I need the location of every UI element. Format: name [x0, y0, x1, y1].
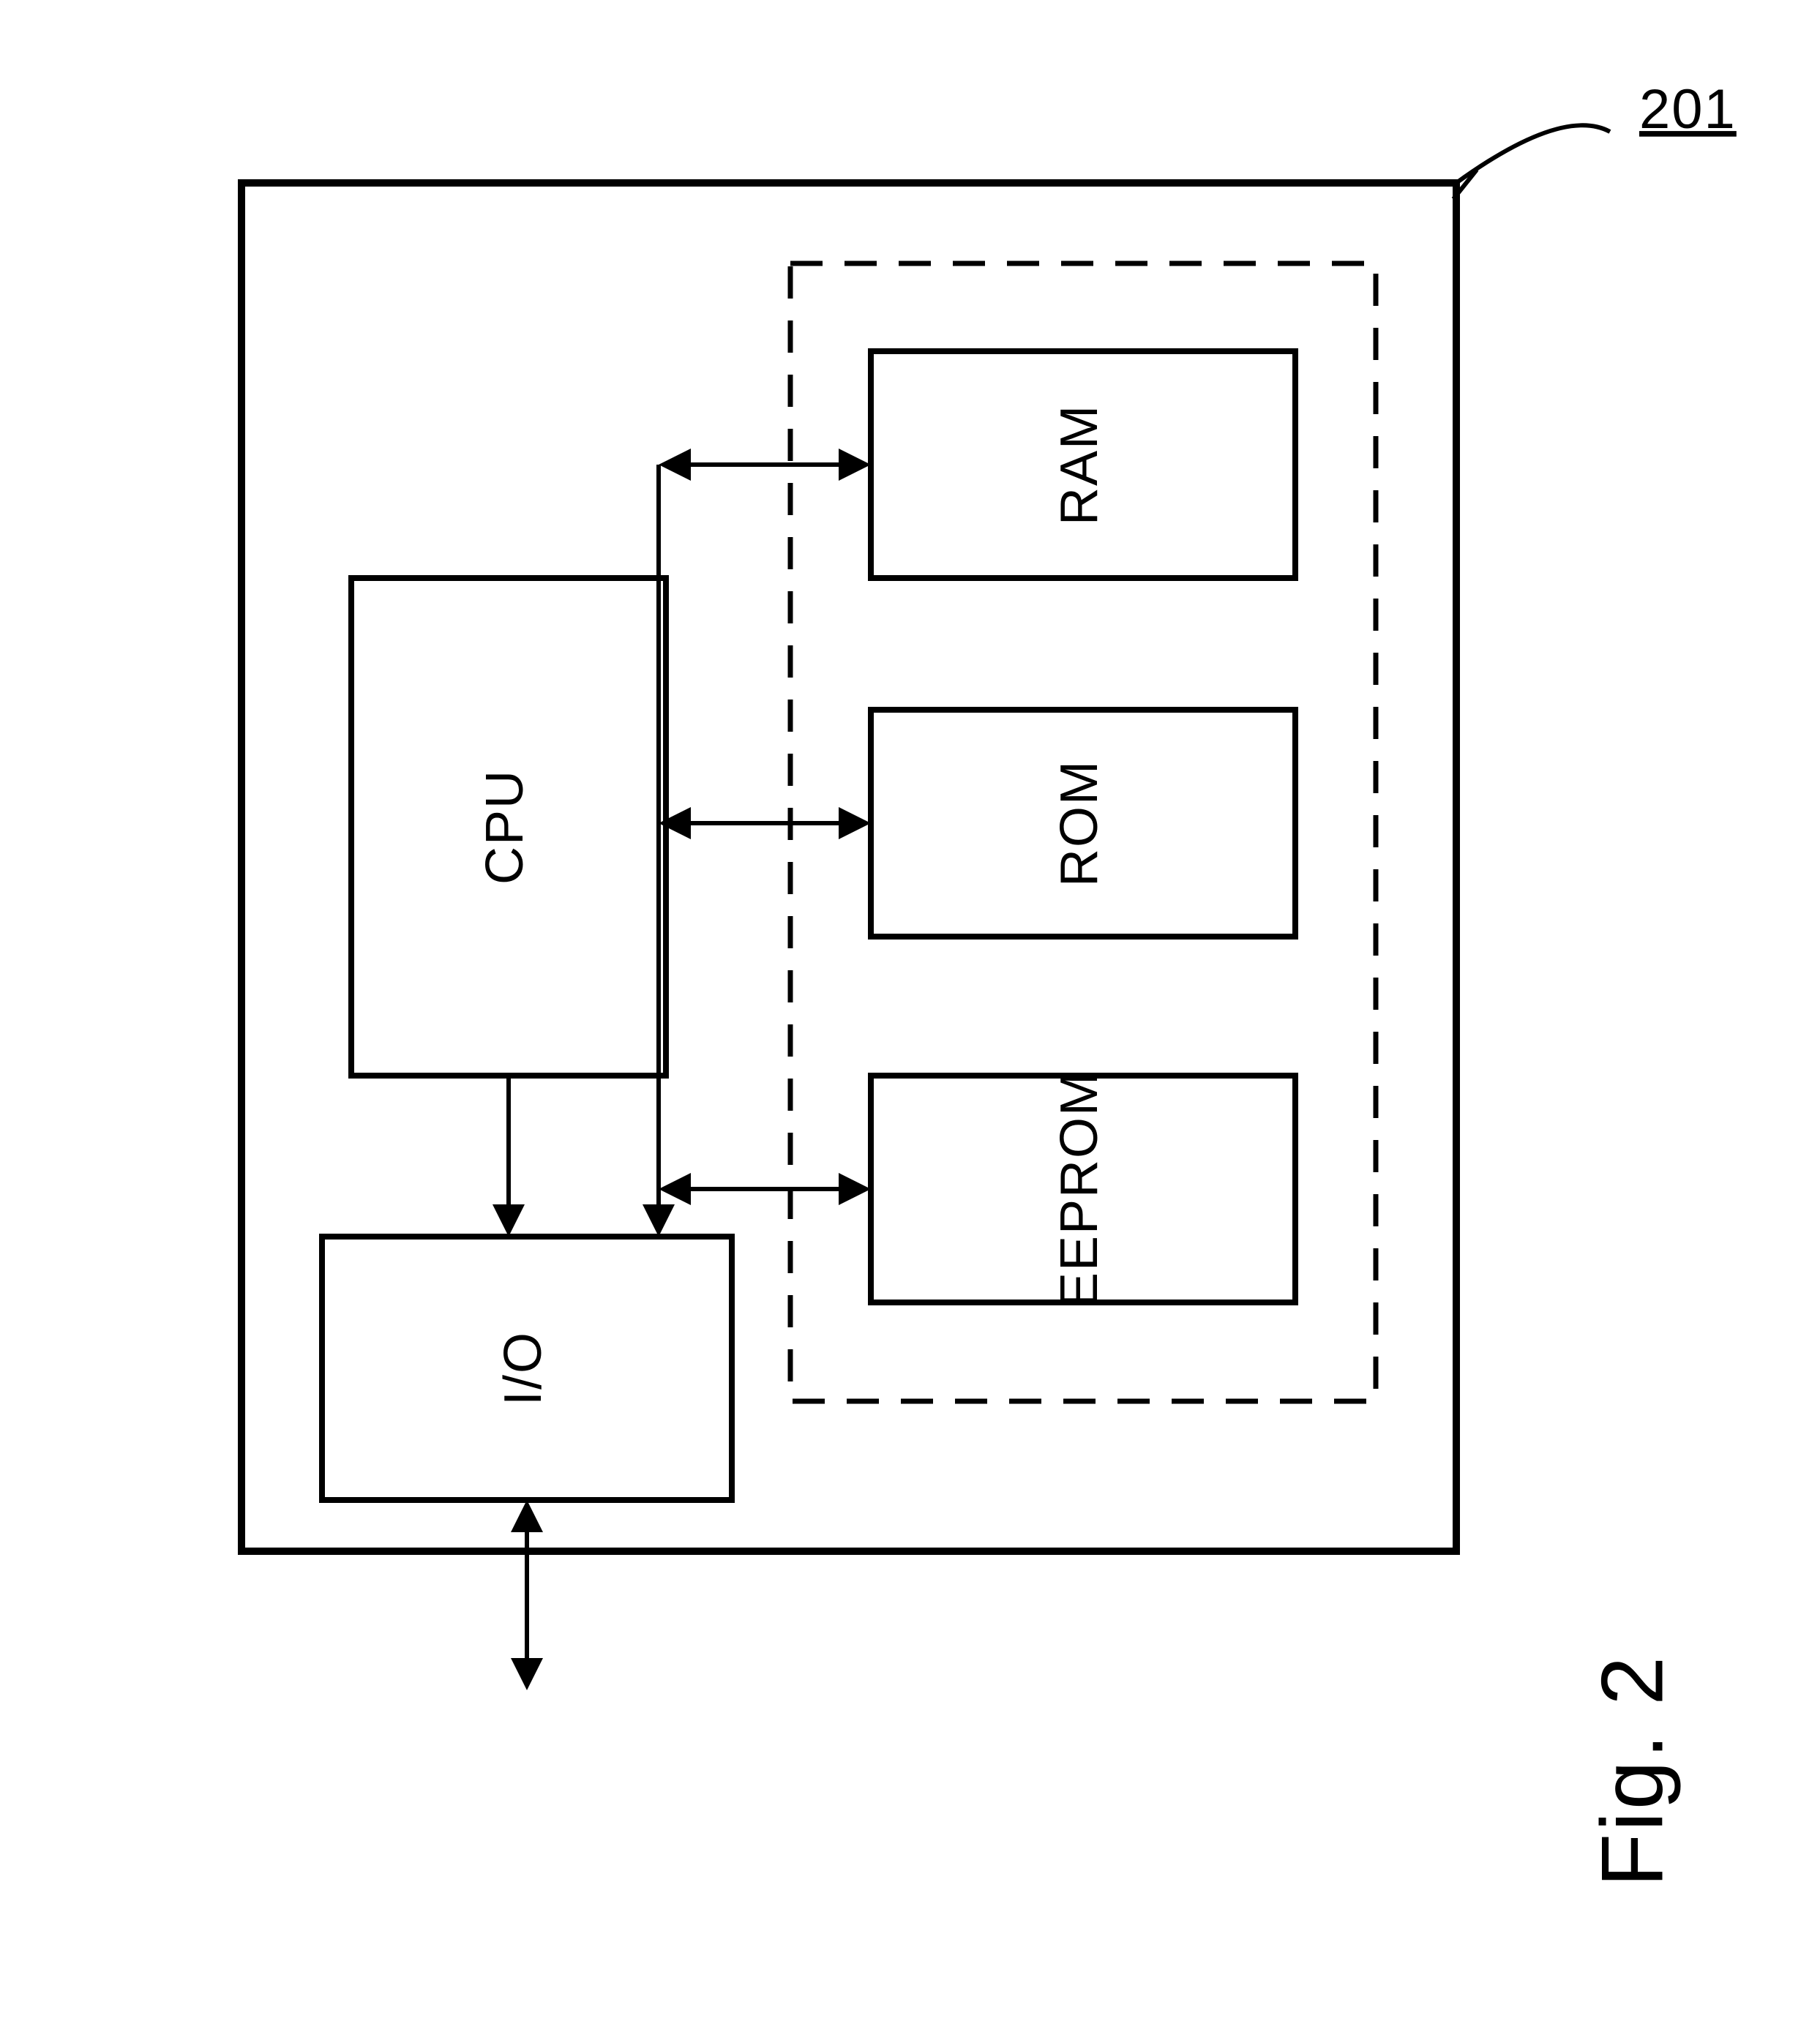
cpu-label: CPU [476, 769, 534, 885]
leader-line [1456, 125, 1610, 183]
ram-label: RAM [1050, 404, 1109, 525]
eeprom-label: EEPROM [1050, 1070, 1109, 1308]
figure-caption: Fig. 2 [1584, 1654, 1682, 1887]
figure-2-diagram: CPU I/O RAM ROM EEPROM 201 Fig. 2 [0, 0, 1820, 2040]
system-box [241, 183, 1456, 1551]
rom-label: ROM [1050, 760, 1109, 887]
io-label: I/O [494, 1331, 553, 1406]
reference-label: 201 [1639, 78, 1737, 140]
